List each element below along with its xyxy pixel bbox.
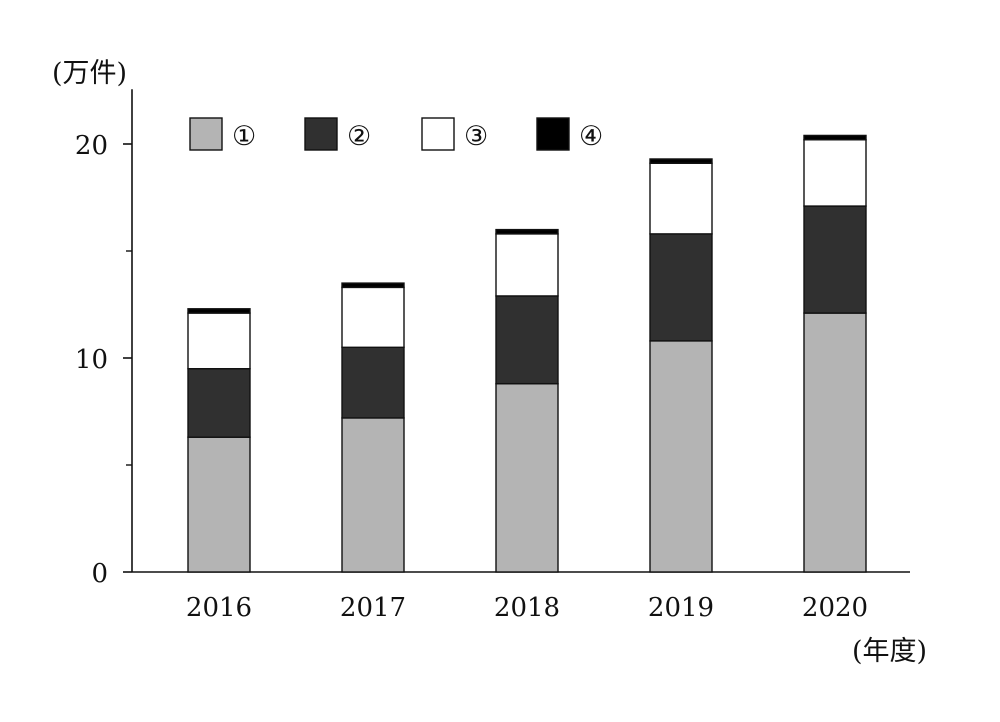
legend-swatch-1 [189, 117, 223, 151]
x-tick-label: 2018 [494, 593, 560, 623]
bar-segment-2-2017 [341, 346, 405, 419]
bar-segment-2-2018 [495, 295, 559, 385]
bar-segment-1-2019 [649, 340, 713, 573]
x-tick-label: 2020 [802, 593, 868, 623]
bars [187, 134, 867, 573]
bar-segment-4-2019 [649, 158, 713, 164]
bar-segment-3-2020 [803, 139, 867, 207]
y-tick-label: 10 [75, 345, 108, 375]
x-tick-label: 2019 [648, 593, 714, 623]
bar-segment-3-2017 [341, 286, 405, 349]
x-unit-label: (年度) [852, 636, 927, 667]
legend-label-1: ① [232, 121, 256, 152]
y-tick-label: 0 [91, 559, 108, 589]
bar-segment-2-2020 [803, 205, 867, 314]
bar-segment-2-2016 [187, 368, 251, 438]
legend-swatch-2 [304, 117, 338, 151]
bar-segment-1-2016 [187, 436, 251, 573]
bar-segment-2-2019 [649, 233, 713, 342]
legend: ① ② ③ ④ [189, 117, 603, 152]
axes: 0 10 20 2016 2017 2018 2019 2020 [75, 89, 910, 623]
x-tick-label: 2017 [340, 593, 406, 623]
legend-swatch-3 [421, 117, 455, 151]
y-unit-label: (万件) [52, 58, 127, 89]
y-tick-label: 20 [75, 131, 108, 161]
bar-segment-4-2020 [803, 134, 867, 141]
bar-segment-1-2018 [495, 382, 559, 573]
legend-swatch-4 [536, 117, 570, 151]
bar-segment-4-2018 [495, 228, 559, 235]
bar-segment-1-2020 [803, 312, 867, 573]
bar-segment-3-2016 [187, 312, 251, 370]
legend-label-3: ③ [464, 121, 488, 152]
bar-segment-3-2019 [649, 162, 713, 235]
bar-segment-4-2016 [187, 308, 251, 314]
bar-segment-1-2017 [341, 417, 405, 573]
legend-label-2: ② [347, 121, 371, 152]
legend-label-4: ④ [579, 121, 603, 152]
bar-segment-4-2017 [341, 282, 405, 289]
x-tick-label: 2016 [186, 593, 252, 623]
bar-segment-3-2018 [495, 233, 559, 297]
